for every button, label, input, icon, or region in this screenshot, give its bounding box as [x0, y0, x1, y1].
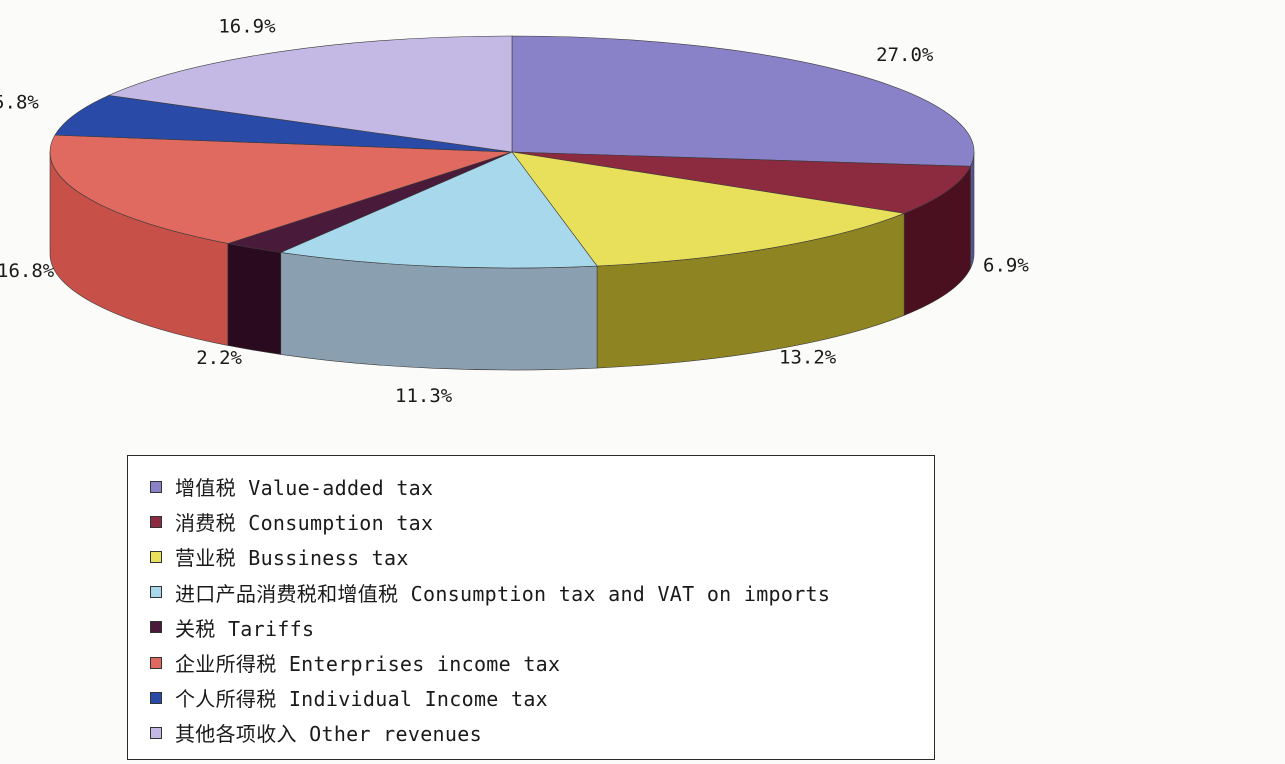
legend-swatch-6: [150, 691, 162, 704]
legend-label-7: 其他各项收入 Other revenues: [175, 722, 482, 747]
legend-item-3: 进口产品消费税和增值税 Consumption tax and VAT on i…: [150, 575, 934, 610]
legend-item-0: 增值税 Value-added tax: [150, 469, 934, 504]
pie-data-label-2: 13.2%: [779, 346, 837, 368]
pie-sides: [49, 151, 975, 371]
pie-slice-7: [107, 35, 513, 153]
pie-slice-0: [511, 35, 975, 167]
legend-swatch-1: [150, 515, 162, 528]
pie-data-label-6: 5.8%: [0, 91, 39, 113]
legend-item-7: 其他各项收入 Other revenues: [150, 715, 934, 750]
pie-data-label-0: 27.0%: [876, 44, 934, 66]
legend-swatch-3: [150, 586, 162, 599]
pie-side-0: [970, 151, 975, 269]
legend-item-2: 营业税 Bussiness tax: [150, 539, 934, 574]
legend-item-6: 个人所得税 Individual Income tax: [150, 680, 934, 715]
legend-label-5: 企业所得税 Enterprises income tax: [175, 652, 561, 677]
legend-swatch-0: [150, 480, 162, 493]
pie-slice-1: [511, 151, 971, 214]
legend-swatch-7: [150, 726, 162, 739]
legend-label-6: 个人所得税 Individual Income tax: [175, 687, 549, 712]
pie-data-label-4: 2.2%: [196, 347, 242, 369]
pie-tops: [49, 35, 975, 269]
legend: 增值税 Value-added tax 消费税 Consumption tax 营业…: [127, 455, 935, 760]
legend-item-5: 企业所得税 Enterprises income tax: [150, 645, 934, 680]
legend-label-1: 消费税 Consumption tax: [175, 511, 434, 536]
legend-swatch-4: [150, 621, 162, 634]
legend-swatch-5: [150, 656, 162, 669]
pie-slice-5: [49, 134, 513, 244]
pie-data-label-1: 6.9%: [983, 254, 1029, 276]
legend-item-1: 消费税 Consumption tax: [150, 504, 934, 539]
legend-swatch-2: [150, 550, 162, 563]
pie-chart: 27.0% 6.9% 13.2% 11.3% 2.2% 16.8% 5.8% 16.9%: [0, 16, 1029, 407]
pie-data-label-3: 11.3%: [395, 385, 453, 407]
pie-slice-3: [279, 151, 598, 269]
legend-label-3: 进口产品消费税和增值税 Consumption tax and VAT on i…: [175, 581, 831, 606]
pie-slice-6: [54, 95, 513, 153]
pie-side-4: [227, 243, 282, 355]
pie-data-label-5: 16.8%: [0, 260, 55, 282]
legend-label-2: 营业税 Bussiness tax: [175, 546, 409, 571]
pie-slice-2: [511, 151, 906, 267]
pie-side-3: [280, 252, 598, 371]
pie-labels: 27.0% 6.9% 13.2% 11.3% 2.2% 16.8% 5.8% 16.9%: [0, 16, 1029, 407]
legend-label-4: 关税 Tariffs: [175, 616, 315, 641]
pie-data-label-7: 16.9%: [218, 16, 276, 38]
legend-label-0: 增值税 Value-added tax: [175, 476, 434, 501]
legend-item-4: 关税 Tariffs: [150, 610, 934, 645]
